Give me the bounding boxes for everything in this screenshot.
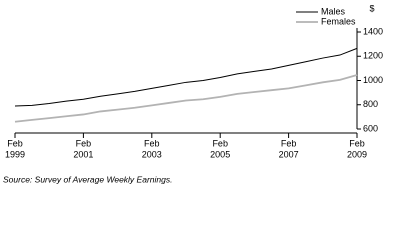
x-tick-label: 2007 — [279, 149, 299, 159]
x-tick-label: Feb — [281, 138, 297, 148]
y-tick-label: 800 — [363, 99, 378, 109]
x-tick-label: 2005 — [210, 149, 230, 159]
x-tick-label: Feb — [76, 138, 92, 148]
y-tick-label: 1000 — [363, 75, 383, 85]
x-tick-label: 2009 — [347, 149, 367, 159]
line-series — [14, 74, 358, 123]
chart: $ Source: Survey of Average Weekly Earni… — [3, 3, 383, 184]
x-tick-label: Feb — [7, 138, 23, 148]
legend-label: Females — [321, 16, 356, 26]
y-tick-label: 1200 — [363, 51, 383, 61]
x-tick-label: 1999 — [5, 149, 25, 159]
x-tick-label: Feb — [144, 138, 160, 148]
y-tick-label: 1400 — [363, 26, 383, 36]
line-series — [14, 47, 358, 107]
y-axis-label: $ — [369, 3, 374, 13]
y-tick-label: 600 — [363, 123, 378, 133]
source-note: Source: Survey of Average Weekly Earning… — [3, 174, 172, 184]
x-tick-label: 2001 — [73, 149, 93, 159]
x-tick-label: 2003 — [142, 149, 162, 159]
x-tick-label: Feb — [349, 138, 365, 148]
x-tick-label: Feb — [212, 138, 228, 148]
legend-label: Males — [321, 6, 346, 16]
